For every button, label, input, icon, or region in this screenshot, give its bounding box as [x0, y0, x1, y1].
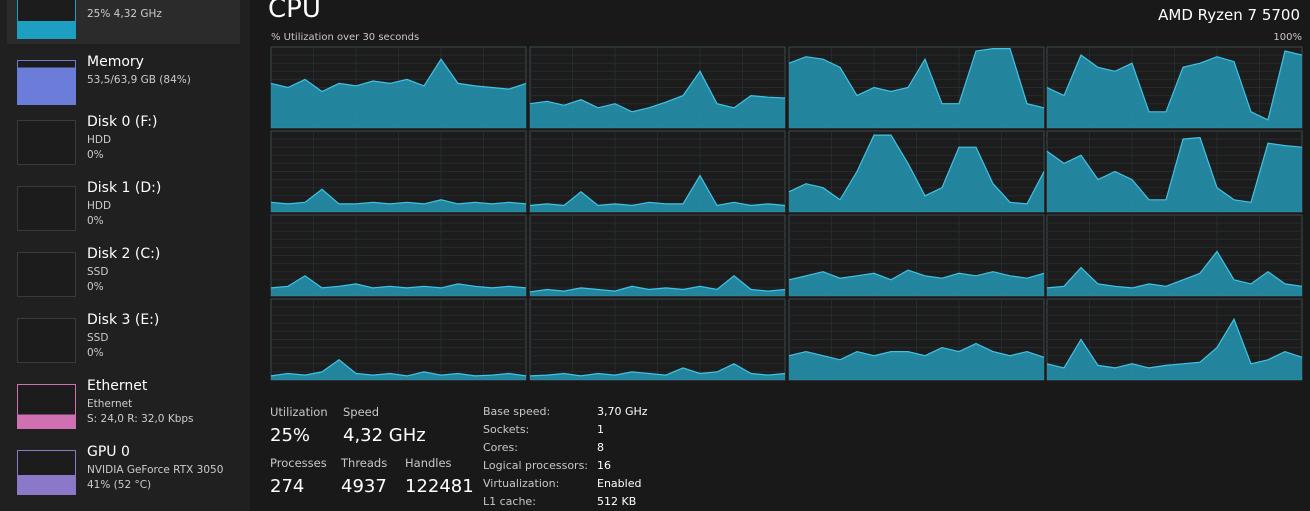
core-usage-line: [529, 174, 786, 207]
item-name: Disk 1 (D:): [87, 180, 162, 196]
thumbnail: [17, 318, 76, 363]
core-usage-line: [529, 363, 786, 377]
item-name: Ethernet: [87, 378, 148, 394]
core-usage-area: [789, 135, 1044, 212]
detail-label: Sockets:: [483, 423, 530, 436]
core-usage-line: [529, 70, 786, 113]
core-usage-area: [271, 359, 526, 380]
item-detail: S: 24,0 R: 32,0 Kbps: [87, 413, 194, 425]
core-usage-area: [271, 59, 526, 129]
item-name: Disk 0 (F:): [87, 114, 158, 130]
item-name: GPU 0: [87, 444, 130, 460]
core-usage-area: [530, 71, 785, 128]
page-title: CPU: [268, 0, 321, 24]
item-name: Disk 2 (C:): [87, 246, 161, 262]
core-usage-area: [530, 363, 785, 380]
core-usage-line: [1046, 136, 1303, 203]
core-usage-area: [530, 275, 785, 296]
core-usage-area: [1047, 319, 1302, 380]
detail-label: Logical processors:: [483, 459, 589, 472]
core-usage-area: [1047, 251, 1302, 296]
thumbnail: [17, 384, 76, 429]
core-usage-area: [271, 189, 526, 212]
stat-value: 4,32 GHz: [343, 425, 426, 446]
item-detail: HDD: [87, 134, 112, 146]
item-detail: 0%: [87, 149, 104, 161]
core-usage-area: [789, 48, 1044, 128]
thumbnail: [17, 252, 76, 297]
item-detail: SSD: [87, 266, 109, 278]
sidebar: CPU 25% 4,32 GHz Memory 53,5/63,9 GB (84%) D…: [0, 0, 250, 511]
item-detail: 41% (52 °C): [87, 479, 152, 491]
detail-label: Virtualization:: [483, 477, 560, 490]
item-name: Disk 3 (E:): [87, 312, 160, 328]
stat-value: 122481: [405, 476, 474, 497]
item-detail: 53,5/63,9 GB (84%): [87, 74, 191, 86]
item-detail: NVIDIA GeForce RTX 3050: [87, 464, 224, 476]
core-usage-area: [1047, 51, 1302, 128]
core-usage-area: [530, 175, 785, 212]
item-detail: SSD: [87, 332, 109, 344]
item-detail: 0%: [87, 215, 104, 227]
core-usage-line: [788, 342, 1045, 361]
core-usage-line: [788, 269, 1045, 281]
core-usage-line: [788, 134, 1045, 205]
core-usage-area: [271, 275, 526, 296]
core-usage-line: [1046, 50, 1303, 121]
detail-value: 3,70 GHz: [597, 405, 648, 418]
detail-value: 512 KB: [597, 495, 637, 508]
item-detail: 0%: [87, 281, 104, 293]
core-usage-line: [1046, 250, 1303, 289]
core-usage-area: [789, 343, 1044, 380]
core-usage-area: [1047, 137, 1302, 212]
core-usage-line: [270, 188, 527, 205]
thumbnail: [17, 60, 76, 105]
item-detail: HDD: [87, 200, 112, 212]
detail-value: 8: [597, 441, 604, 454]
detail-label: Cores:: [483, 441, 518, 454]
core-graphs: [270, 46, 1303, 381]
core-usage-line: [788, 48, 1045, 109]
core-usage-line: [1046, 317, 1303, 369]
stat-label: Processes: [270, 456, 327, 470]
processor-name: AMD Ryzen 7 5700: [1158, 6, 1300, 24]
thumbnail: [17, 0, 76, 39]
detail-label: L1 cache:: [483, 495, 536, 508]
stat-value: 25%: [270, 425, 311, 446]
thumbnail: [17, 120, 76, 165]
item-name: Memory: [87, 54, 144, 70]
item-detail: 0%: [87, 347, 104, 359]
thumbnail: [17, 186, 76, 231]
stat-label: Utilization: [270, 405, 328, 419]
detail-value: 1: [597, 423, 604, 436]
stat-label: Speed: [343, 405, 380, 419]
stat-value: 274: [270, 476, 305, 497]
item-name: CPU: [87, 0, 115, 4]
graph-label: % Utilization over 30 seconds: [271, 32, 420, 43]
stat-value: 4937: [341, 476, 387, 497]
detail-value: Enabled: [597, 477, 642, 490]
core-usage-line: [270, 275, 527, 289]
detail-label: Base speed:: [483, 405, 551, 418]
core-usage-line: [270, 58, 527, 93]
core-usage-line: [529, 275, 786, 293]
item-detail: 25% 4,32 GHz: [87, 8, 162, 20]
detail-value: 16: [597, 459, 611, 472]
item-detail: Ethernet: [87, 398, 133, 410]
stat-label: Handles: [405, 456, 452, 470]
thumbnail: [17, 450, 76, 495]
stat-label: Threads: [341, 456, 388, 470]
graph-max: 100%: [1273, 32, 1302, 43]
core-usage-line: [270, 359, 527, 377]
